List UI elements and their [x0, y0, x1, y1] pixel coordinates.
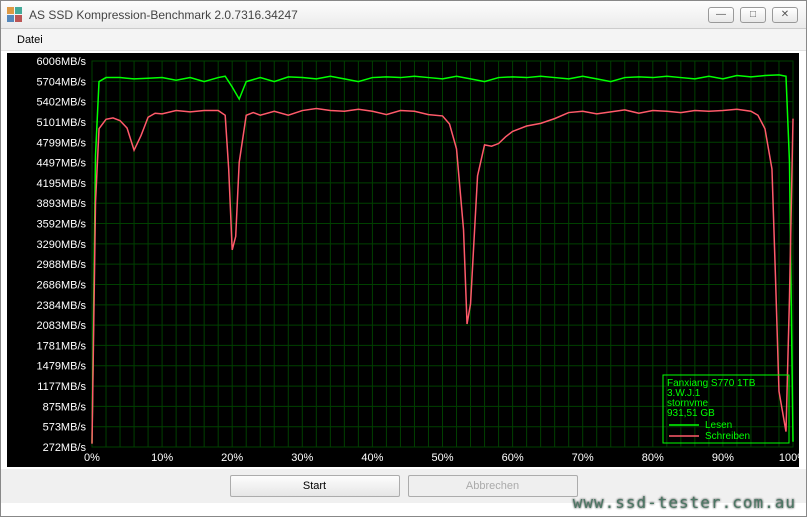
- svg-text:Schreiben: Schreiben: [705, 431, 750, 442]
- svg-text:0%: 0%: [84, 452, 100, 464]
- svg-text:5101MB/s: 5101MB/s: [36, 117, 86, 129]
- close-button[interactable]: ✕: [772, 7, 798, 23]
- menu-bar: Datei: [1, 29, 806, 51]
- svg-text:Lesen: Lesen: [705, 420, 732, 431]
- cancel-button: Abbrechen: [408, 475, 578, 497]
- svg-text:573MB/s: 573MB/s: [43, 422, 87, 434]
- chart-area: 6006MB/s 5704MB/s 5402MB/s 5101MB/s 4799MB/s…: [7, 53, 800, 467]
- minimize-button[interactable]: —: [708, 7, 734, 23]
- start-button[interactable]: Start: [230, 475, 400, 497]
- svg-text:10%: 10%: [151, 452, 173, 464]
- svg-text:272MB/s: 272MB/s: [43, 442, 87, 454]
- app-icon: [7, 7, 23, 23]
- svg-text:100%: 100%: [779, 452, 799, 464]
- svg-text:60%: 60%: [502, 452, 524, 464]
- benchmark-chart: 6006MB/s 5704MB/s 5402MB/s 5101MB/s 4799MB/s…: [7, 53, 799, 467]
- svg-text:4799MB/s: 4799MB/s: [36, 137, 86, 149]
- svg-text:20%: 20%: [221, 452, 243, 464]
- svg-text:90%: 90%: [712, 452, 734, 464]
- svg-text:1479MB/s: 1479MB/s: [36, 361, 86, 373]
- menu-file[interactable]: Datei: [11, 32, 49, 48]
- svg-text:2686MB/s: 2686MB/s: [36, 279, 86, 291]
- maximize-button[interactable]: □: [740, 7, 766, 23]
- svg-text:3893MB/s: 3893MB/s: [36, 198, 86, 210]
- svg-text:2083MB/s: 2083MB/s: [36, 320, 86, 332]
- svg-text:1177MB/s: 1177MB/s: [37, 381, 86, 393]
- svg-text:3592MB/s: 3592MB/s: [36, 219, 86, 231]
- svg-text:5704MB/s: 5704MB/s: [36, 76, 86, 88]
- window-title: AS SSD Kompression-Benchmark 2.0.7316.34…: [29, 8, 708, 22]
- svg-text:6006MB/s: 6006MB/s: [36, 56, 86, 68]
- svg-text:80%: 80%: [642, 452, 664, 464]
- svg-text:875MB/s: 875MB/s: [43, 401, 87, 413]
- svg-text:5402MB/s: 5402MB/s: [36, 97, 86, 109]
- svg-text:4195MB/s: 4195MB/s: [36, 178, 86, 190]
- svg-text:2988MB/s: 2988MB/s: [36, 259, 86, 271]
- svg-text:50%: 50%: [431, 452, 453, 464]
- app-window: AS SSD Kompression-Benchmark 2.0.7316.34…: [0, 0, 807, 517]
- svg-text:70%: 70%: [572, 452, 594, 464]
- window-controls: — □ ✕: [708, 7, 806, 23]
- svg-text:3290MB/s: 3290MB/s: [36, 239, 86, 251]
- title-bar: AS SSD Kompression-Benchmark 2.0.7316.34…: [1, 1, 806, 29]
- svg-text:30%: 30%: [291, 452, 313, 464]
- svg-text:4497MB/s: 4497MB/s: [36, 158, 86, 170]
- svg-text:1781MB/s: 1781MB/s: [36, 340, 86, 352]
- svg-text:40%: 40%: [361, 452, 383, 464]
- watermark-text: www.ssd-tester.com.au: [573, 493, 796, 512]
- svg-text:2384MB/s: 2384MB/s: [36, 300, 86, 312]
- svg-text:931,51 GB: 931,51 GB: [667, 408, 715, 419]
